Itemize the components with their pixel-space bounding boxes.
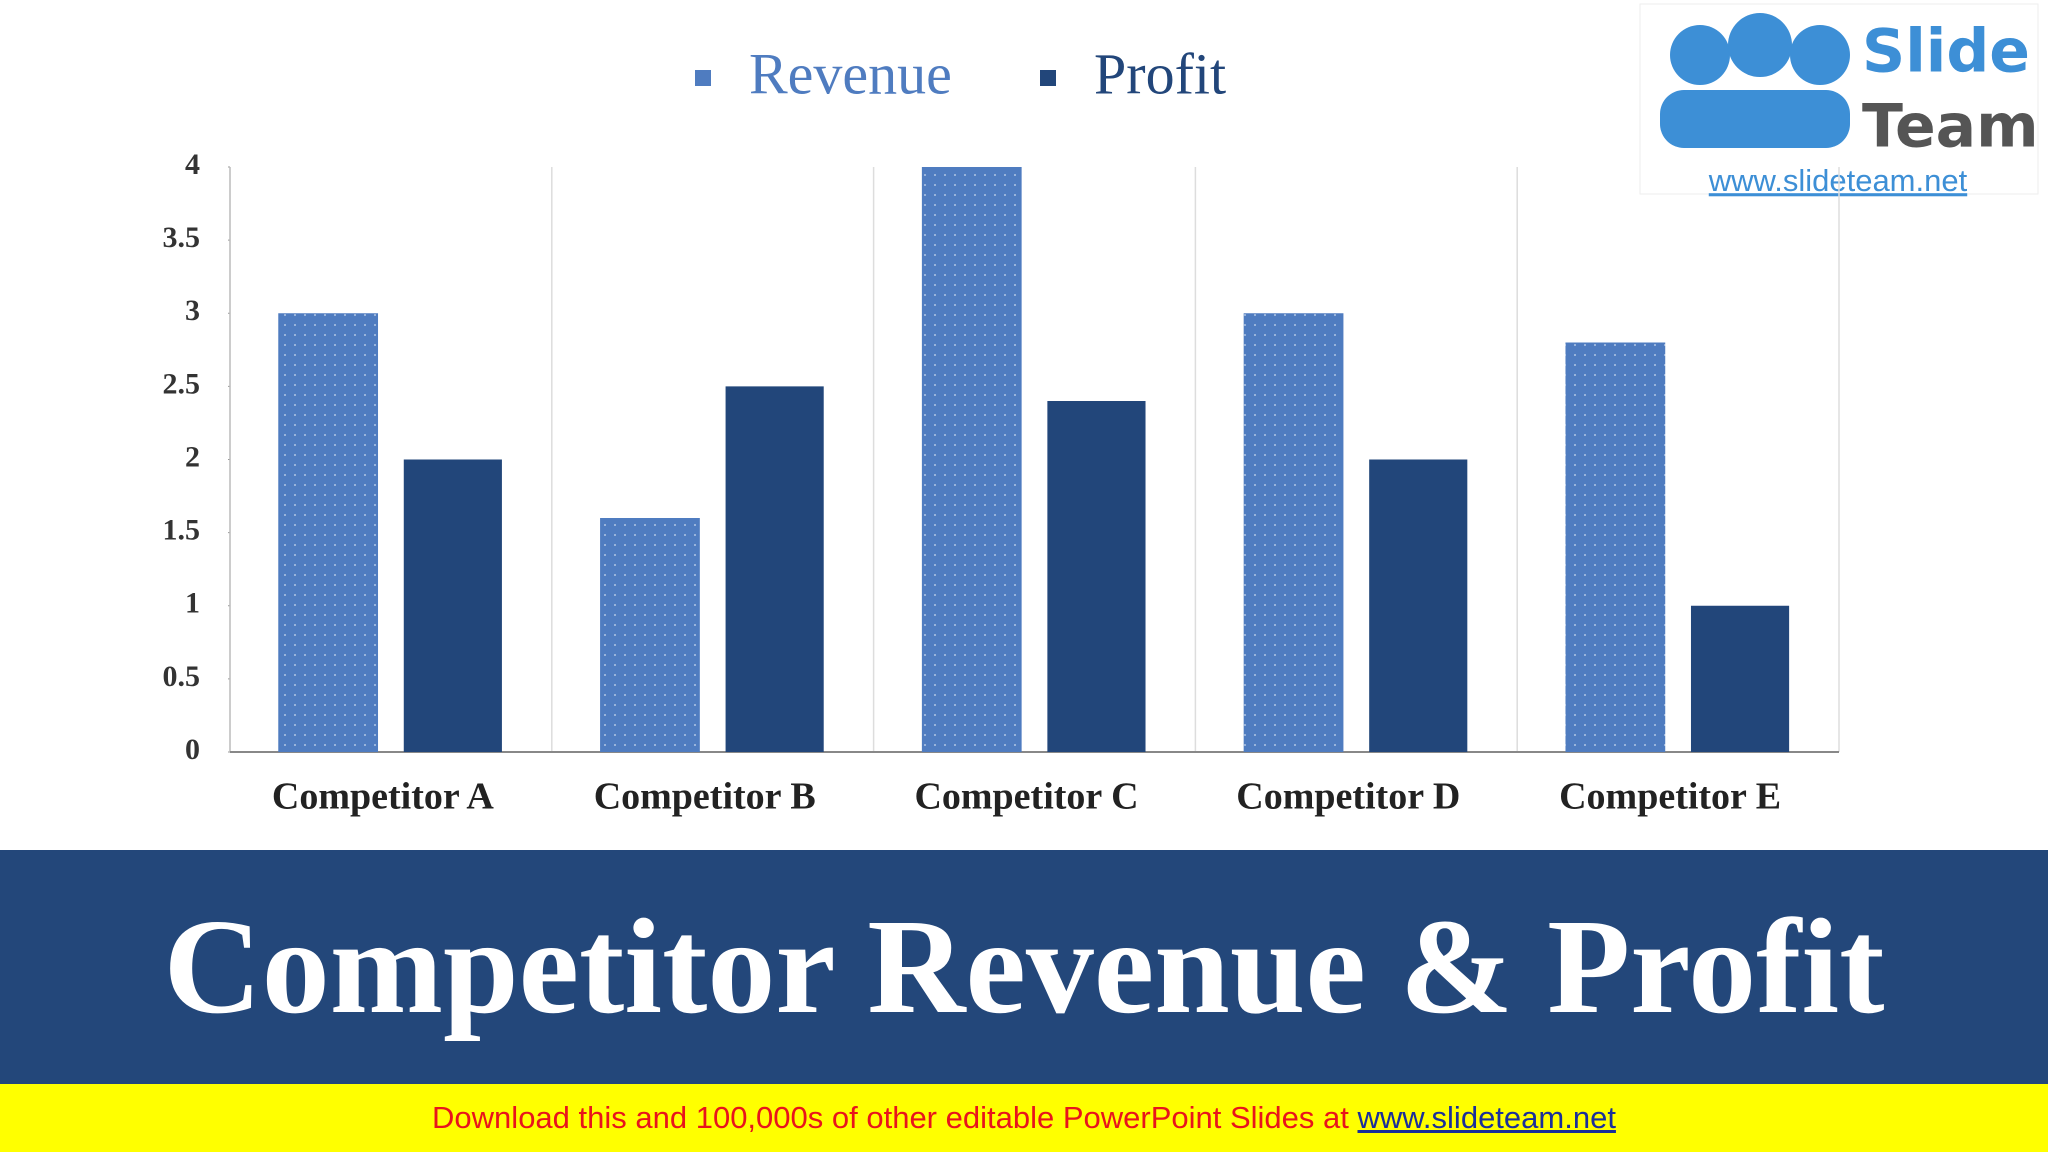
bar [1243,313,1344,752]
bar [1565,342,1666,752]
x-tick-label: Competitor E [1559,776,1781,818]
logo-icon [1790,25,1850,85]
bar [1369,459,1468,752]
logo-link[interactable]: www.slideteam.net [1708,163,1968,198]
bar [403,459,502,752]
logo: Slide Team www.slideteam.net [1639,3,2039,198]
bar [600,518,700,752]
footer-link[interactable]: www.slideteam.net [1357,1100,1616,1135]
bar [278,313,379,752]
y-tick-label: 0.5 [163,660,201,693]
logo-icon [1670,25,1730,85]
footer: Download this and 100,000s of other edit… [0,1084,2048,1152]
logo-icon [1728,13,1792,77]
y-tick-label: 3 [185,294,200,327]
legend-label: Profit [1094,41,1226,106]
y-tick-label: 4 [185,148,200,181]
logo-icon [1660,90,1850,148]
x-tick-label: Competitor B [594,776,816,818]
y-tick-label: 1.5 [163,514,201,547]
y-tick-label: 2 [185,440,200,473]
bar [921,167,1022,752]
legend-swatch [1040,70,1056,86]
bar [725,386,824,752]
y-tick-label: 3.5 [163,221,201,254]
y-tick-label: 2.5 [163,367,201,400]
chart: Slide Team www.slideteam.net 0 0.5 1 1.5 2 2.… [163,3,2039,818]
y-tick-label: 1 [185,587,200,620]
logo-text: Team [1862,92,2039,162]
legend-label: Revenue [749,41,952,106]
y-tick-label: 0 [185,733,200,766]
slide-title: Competitor Revenue & Profit [0,850,2048,1084]
bar [1690,605,1790,752]
x-tick-label: Competitor D [1236,776,1460,818]
x-tick-label: Competitor A [272,776,495,818]
bar [1047,401,1146,752]
logo-text: Slide [1862,17,2030,87]
x-tick-label: Competitor C [914,776,1138,818]
footer-text: Download this and 100,000s of other edit… [432,1100,1358,1135]
legend-swatch [695,70,711,86]
